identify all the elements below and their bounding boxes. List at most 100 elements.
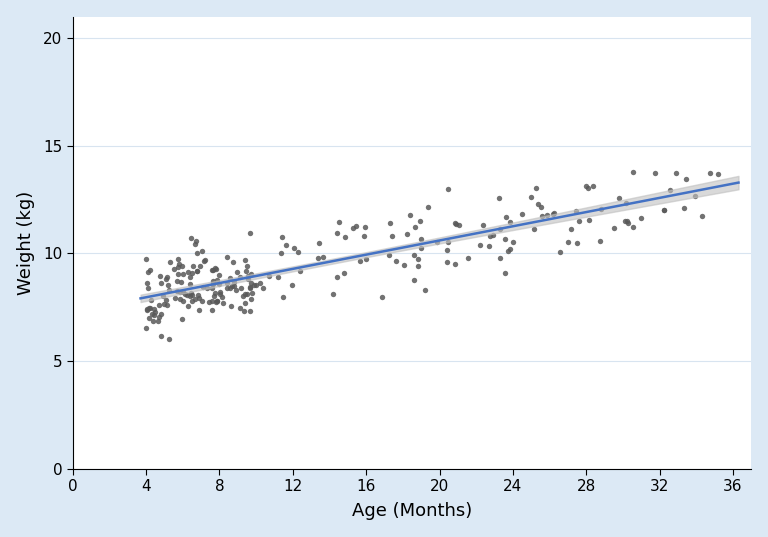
Point (220, 279, 233, 288)
Point (286, 280, 299, 289)
Point (704, 168, 717, 177)
Point (408, 251, 420, 260)
Point (452, 220, 465, 229)
Point (154, 272, 166, 280)
Point (288, 244, 300, 252)
Point (415, 235, 427, 243)
Point (209, 288, 221, 297)
Point (179, 289, 191, 298)
Point (561, 238, 574, 246)
Point (184, 280, 197, 288)
Point (206, 306, 218, 314)
Point (184, 234, 197, 242)
Point (516, 209, 528, 218)
Point (187, 262, 199, 270)
Point (331, 273, 343, 281)
Point (243, 272, 255, 280)
Point (221, 252, 233, 261)
Point (160, 274, 172, 283)
Point (182, 267, 194, 276)
Point (168, 265, 180, 273)
Point (246, 288, 258, 297)
Point (164, 258, 177, 266)
Point (274, 249, 286, 257)
Point (664, 186, 676, 195)
Point (359, 222, 371, 231)
Point (190, 249, 203, 257)
Point (414, 217, 426, 226)
Point (213, 280, 225, 288)
Point (141, 255, 153, 264)
Point (147, 317, 160, 325)
Point (160, 295, 172, 304)
Point (493, 193, 505, 202)
Point (680, 175, 693, 183)
Point (614, 194, 626, 202)
Point (191, 266, 204, 275)
Point (207, 279, 219, 288)
Point (234, 304, 247, 313)
Point (149, 308, 161, 317)
Point (573, 217, 585, 226)
Point (494, 254, 506, 263)
Point (570, 206, 582, 215)
Point (442, 238, 454, 246)
Point (594, 237, 607, 245)
Point (144, 265, 156, 274)
Point (531, 200, 544, 208)
Point (239, 299, 251, 308)
Point (176, 315, 188, 323)
Point (415, 244, 428, 252)
Point (247, 280, 260, 289)
Point (161, 272, 174, 281)
Point (243, 307, 256, 315)
Point (228, 281, 240, 290)
Point (253, 279, 266, 288)
Point (475, 241, 487, 249)
Point (535, 203, 548, 212)
Point (189, 240, 201, 249)
Point (530, 184, 542, 193)
Point (207, 296, 219, 305)
Point (210, 297, 223, 306)
Point (607, 223, 620, 232)
Point (184, 292, 197, 300)
Point (177, 270, 189, 278)
Point (587, 182, 599, 191)
Point (594, 205, 607, 213)
Point (239, 290, 251, 299)
Point (326, 289, 339, 298)
Point (157, 292, 169, 300)
Point (280, 241, 292, 249)
Point (498, 235, 511, 243)
Point (409, 276, 421, 285)
Point (155, 331, 167, 340)
Point (618, 217, 631, 226)
Point (499, 213, 511, 222)
Point (244, 228, 257, 237)
Point (210, 275, 223, 284)
Point (412, 262, 424, 270)
Point (228, 278, 240, 286)
Point (144, 303, 156, 312)
Point (257, 284, 269, 292)
Point (276, 233, 288, 241)
Point (177, 287, 189, 296)
Point (206, 266, 218, 275)
Point (554, 247, 567, 256)
Point (658, 206, 670, 214)
Point (462, 254, 475, 263)
Point (333, 217, 345, 226)
Point (350, 222, 362, 231)
Point (161, 300, 174, 309)
Point (196, 246, 208, 255)
Point (181, 291, 194, 300)
Point (635, 213, 647, 222)
Point (172, 263, 184, 271)
Point (170, 277, 183, 285)
Point (502, 246, 515, 255)
Point (190, 237, 202, 246)
Point (241, 262, 253, 270)
Point (620, 198, 632, 207)
Point (163, 285, 175, 294)
